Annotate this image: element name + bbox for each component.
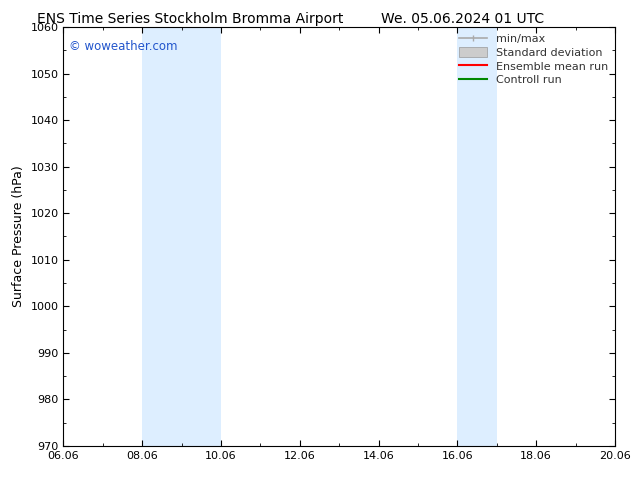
Text: We. 05.06.2024 01 UTC: We. 05.06.2024 01 UTC: [381, 12, 545, 26]
Text: © woweather.com: © woweather.com: [69, 40, 178, 52]
Bar: [142, 27, 221, 446]
Y-axis label: Surface Pressure (hPa): Surface Pressure (hPa): [12, 166, 25, 307]
Text: ENS Time Series Stockholm Bromma Airport: ENS Time Series Stockholm Bromma Airport: [37, 12, 344, 26]
Bar: [457, 27, 497, 446]
Legend: min/max, Standard deviation, Ensemble mean run, Controll run: min/max, Standard deviation, Ensemble me…: [455, 29, 612, 90]
